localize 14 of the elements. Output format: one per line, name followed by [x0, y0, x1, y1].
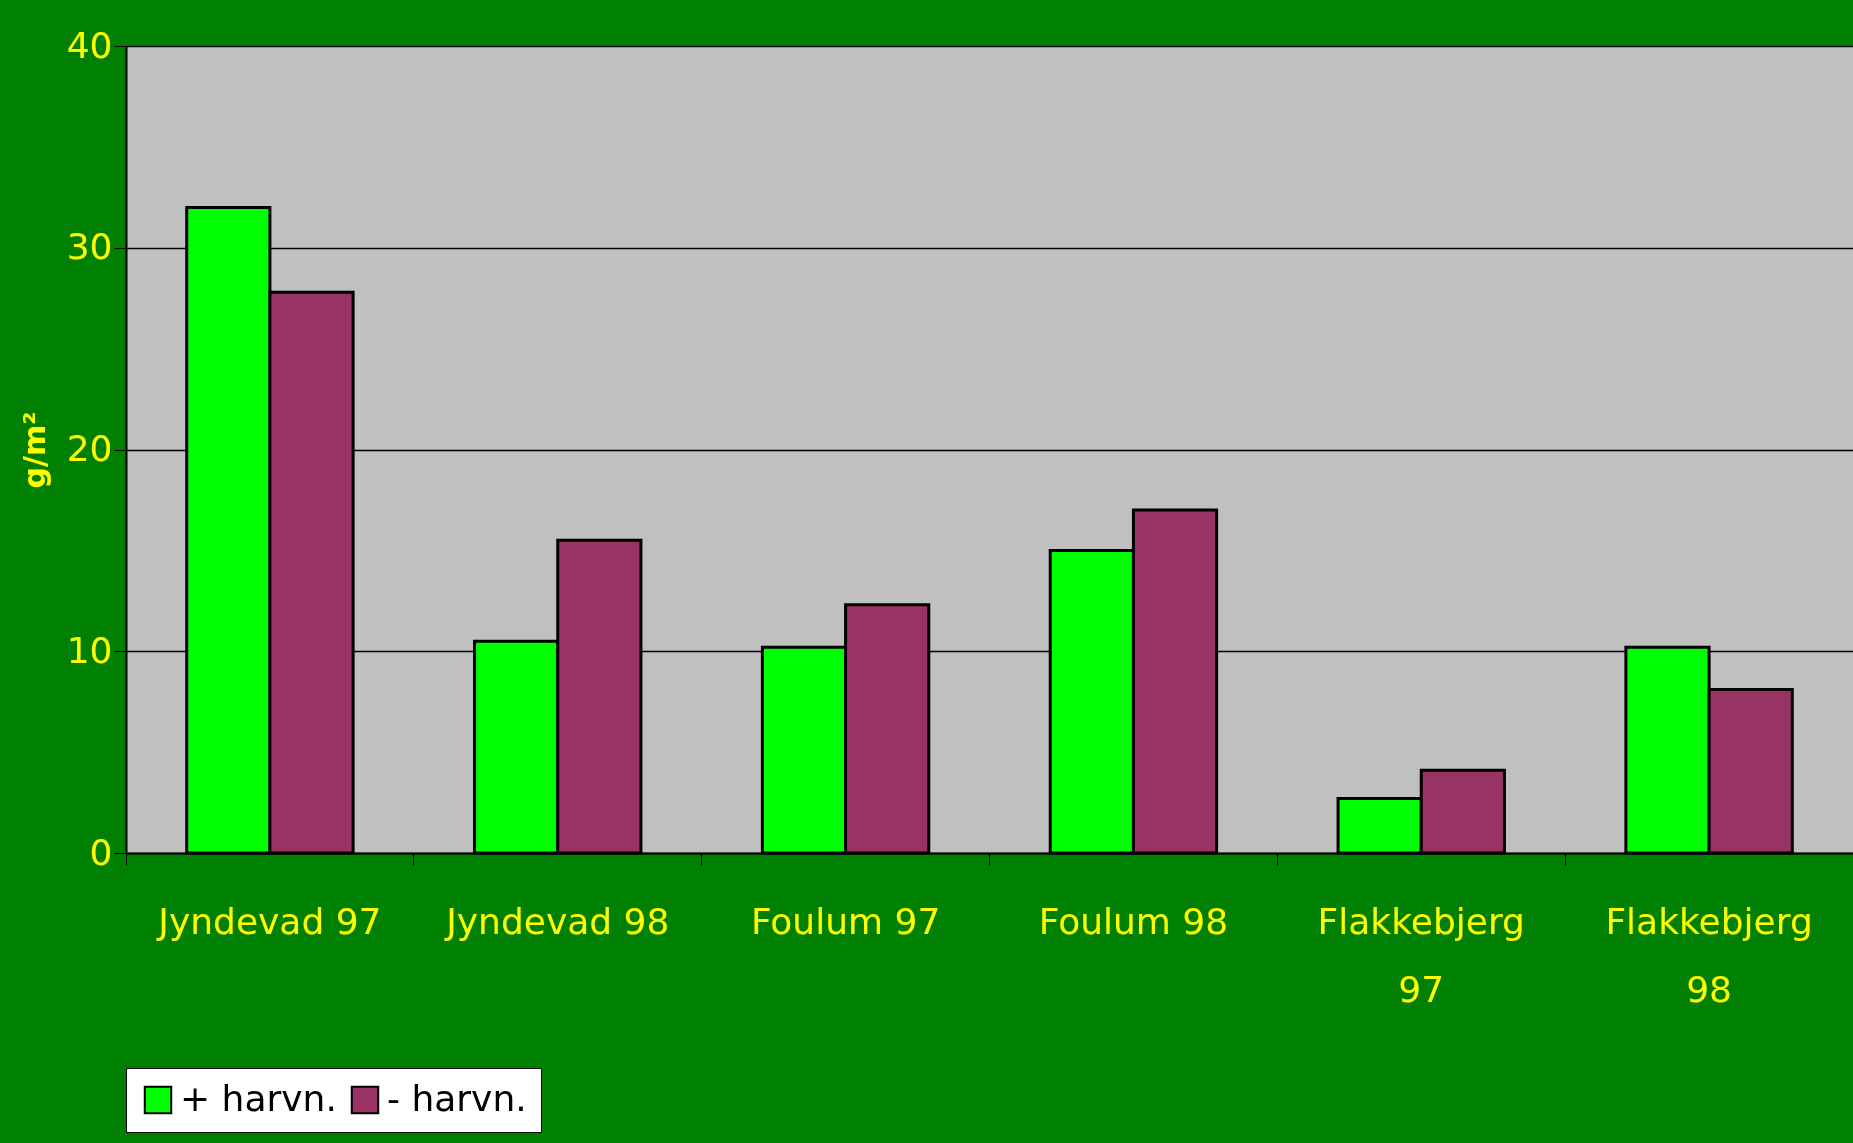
- x-tick-label: Jyndevad 97: [156, 900, 382, 942]
- x-tick-label: Jyndevad 98: [444, 900, 670, 942]
- y-tick-label: 20: [66, 428, 113, 469]
- legend-label: + harvn.: [180, 1078, 337, 1119]
- x-tick-label: Flakkebjerg 97: [1317, 900, 1525, 1010]
- x-tick-label: Foulum 97: [750, 900, 941, 942]
- y-tick-label: 30: [66, 226, 113, 268]
- y-tick-label: 0: [89, 831, 113, 873]
- legend-label: - harvn.: [387, 1078, 527, 1119]
- x-tick-label: Foulum 98: [1038, 900, 1229, 942]
- y-tick-label: 40: [66, 24, 113, 66]
- y-axis-title: g/m²: [16, 411, 52, 489]
- x-tick-label: Flakkebjerg 98: [1605, 900, 1813, 1010]
- y-tick-label: 10: [66, 629, 113, 671]
